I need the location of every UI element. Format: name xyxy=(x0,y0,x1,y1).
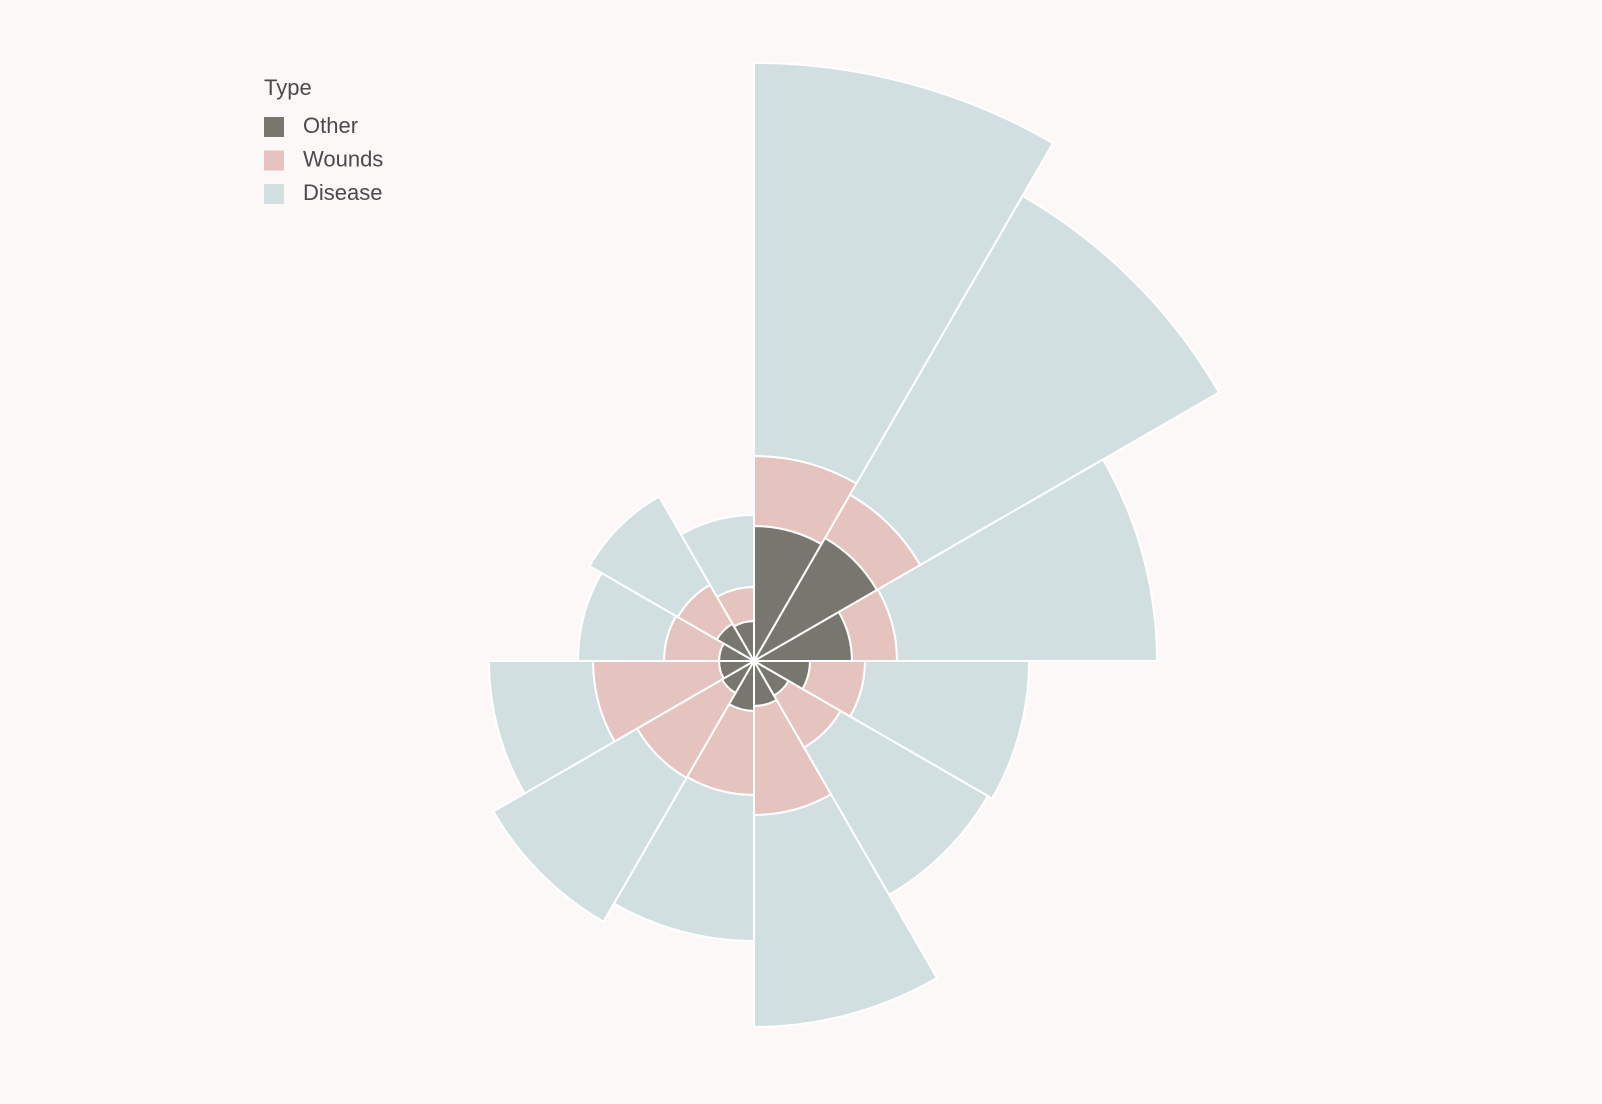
rose-segment xyxy=(848,194,1221,567)
legend-swatch[interactable] xyxy=(264,117,284,137)
rose-segment xyxy=(487,660,616,795)
legend-label[interactable]: Other xyxy=(303,113,358,138)
rose xyxy=(487,61,1221,1029)
legend-label[interactable]: Disease xyxy=(303,180,382,205)
rose-segment xyxy=(802,709,990,897)
rose-segment xyxy=(491,727,688,924)
rose-segment xyxy=(576,571,678,662)
rose-segment xyxy=(848,660,1031,800)
rose-segment xyxy=(753,61,1055,485)
rose-segment xyxy=(679,513,755,599)
legend-label[interactable]: Wounds xyxy=(303,146,383,171)
legend: Type Other Wounds Disease xyxy=(264,75,383,205)
rose-segment xyxy=(612,775,755,943)
legend-title: Type xyxy=(264,75,312,100)
rose-segment xyxy=(588,495,712,619)
rose-segment xyxy=(876,458,1159,662)
legend-swatch[interactable] xyxy=(264,184,284,204)
legend-swatch[interactable] xyxy=(264,150,284,171)
rose-segment xyxy=(753,793,939,1029)
